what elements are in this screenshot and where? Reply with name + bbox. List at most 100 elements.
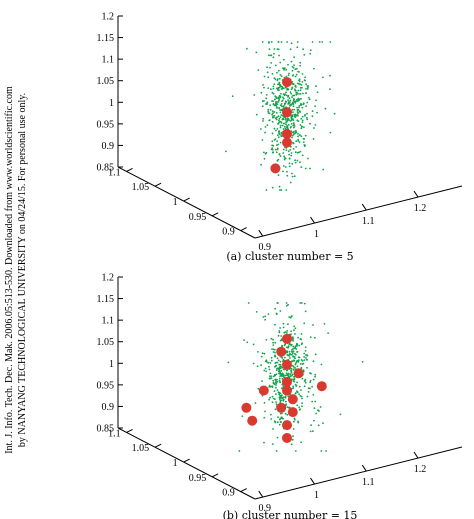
data-point	[281, 99, 284, 102]
data-point	[293, 378, 296, 381]
data-point	[322, 168, 325, 171]
data-point	[292, 111, 294, 114]
data-point	[277, 370, 280, 373]
data-point	[293, 98, 295, 100]
data-point	[275, 151, 278, 154]
data-point	[275, 393, 277, 396]
data-point	[278, 83, 280, 86]
data-point	[299, 161, 301, 164]
data-point	[295, 67, 298, 70]
data-point	[280, 75, 283, 77]
data-point	[292, 355, 294, 358]
data-point	[291, 65, 294, 68]
x-tick-label: 1.1	[362, 216, 375, 227]
data-point	[268, 377, 271, 380]
data-point	[291, 373, 294, 376]
data-point	[261, 395, 264, 397]
data-point	[294, 116, 297, 118]
data-point	[227, 361, 230, 364]
data-point	[315, 85, 317, 88]
data-point	[305, 88, 307, 90]
data-point	[296, 159, 299, 162]
data-point	[278, 132, 280, 135]
z-tick-label: 1.2	[102, 273, 115, 284]
data-point	[302, 103, 305, 106]
data-point	[272, 351, 275, 353]
data-point	[298, 385, 301, 388]
data-point	[291, 360, 294, 363]
data-point	[298, 356, 301, 359]
data-point	[238, 450, 241, 452]
data-point	[303, 126, 305, 128]
data-point	[282, 152, 285, 154]
data-point	[279, 126, 282, 129]
data-point	[252, 343, 255, 346]
data-point	[272, 85, 275, 88]
data-point	[270, 413, 272, 416]
data-point	[273, 383, 276, 386]
data-point	[281, 105, 283, 108]
cluster-center	[293, 368, 304, 379]
data-point	[314, 373, 317, 376]
data-point	[292, 124, 295, 127]
data-point	[291, 374, 293, 377]
data-point	[292, 141, 294, 144]
data-point	[274, 374, 276, 377]
data-point	[272, 92, 275, 95]
data-point	[301, 121, 304, 123]
data-point	[296, 404, 299, 407]
data-point	[277, 41, 280, 43]
data-point	[277, 143, 280, 146]
data-point	[268, 368, 271, 371]
data-point	[292, 148, 295, 150]
data-point	[294, 113, 297, 116]
data-point	[275, 101, 277, 103]
y-tick-label: 1.1	[108, 167, 121, 178]
data-point	[285, 68, 288, 71]
y-tick-label: 1.05	[132, 182, 150, 193]
y-tick-label: 1.05	[132, 443, 150, 454]
data-point	[291, 163, 294, 165]
cluster-center	[282, 359, 292, 370]
y-tick-mark	[154, 443, 162, 448]
x-tick-mark	[258, 490, 264, 498]
data-point	[299, 61, 302, 64]
data-point	[271, 186, 274, 189]
data-point	[289, 99, 292, 102]
data-point	[306, 366, 308, 369]
data-point	[303, 380, 306, 382]
data-point	[270, 62, 273, 64]
data-point	[272, 428, 274, 430]
data-point	[290, 60, 293, 63]
data-point	[268, 119, 271, 121]
data-point	[297, 420, 299, 423]
data-point	[277, 174, 280, 177]
data-point	[231, 95, 234, 98]
data-point	[304, 134, 307, 137]
data-point	[277, 69, 280, 72]
data-point	[285, 189, 288, 191]
data-point	[257, 69, 260, 71]
data-point	[298, 106, 300, 109]
data-point	[275, 382, 278, 385]
data-point	[299, 150, 302, 153]
data-point	[293, 418, 296, 421]
data-point	[275, 373, 278, 376]
y-tick-mark	[126, 428, 133, 433]
data-point	[287, 372, 290, 375]
data-point	[276, 436, 279, 439]
data-point	[299, 111, 302, 113]
y-tick-mark	[211, 473, 219, 478]
z-tick-label: 1.05	[97, 76, 115, 87]
data-point	[270, 356, 273, 359]
data-point	[272, 348, 275, 351]
data-point	[291, 364, 294, 367]
data-point	[311, 430, 314, 433]
data-point	[279, 327, 281, 329]
data-point	[304, 114, 306, 116]
data-point	[299, 93, 302, 95]
data-point	[280, 135, 282, 137]
data-point	[315, 99, 317, 102]
data-point	[300, 135, 303, 138]
data-point	[305, 117, 308, 119]
